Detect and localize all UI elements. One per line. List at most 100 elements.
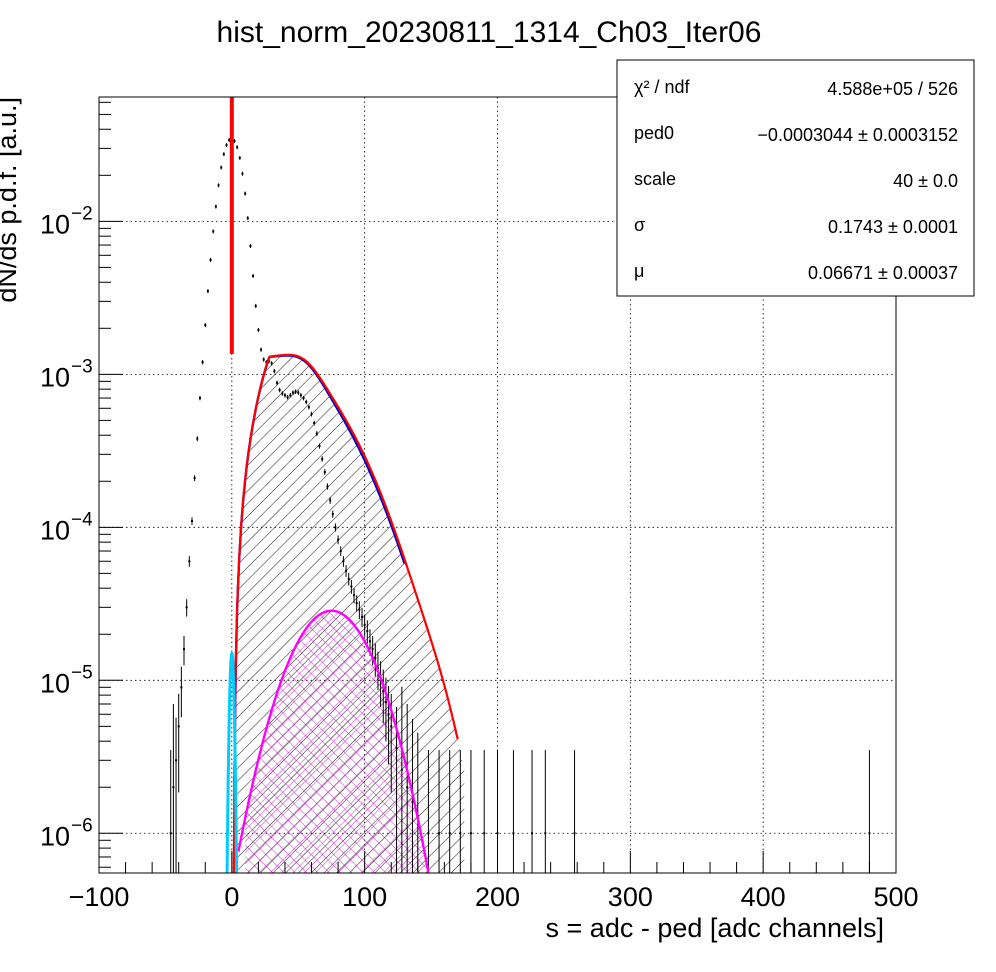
data-point [281,392,284,395]
y-tick-label: 10 −5 [40,662,93,698]
stat-value: 0.06671 ± 0.00037 [808,263,958,283]
data-point [469,832,472,835]
fit-stats-box: χ² / ndf 4.588e+05 / 526 ped0 −0.0003044 ± … [616,59,975,297]
stat-name: σ [634,215,645,235]
data-point [483,832,486,835]
data-point [353,594,356,597]
multi-pe-hatched-area [245,610,429,873]
data-point [345,569,348,572]
data-point [395,747,398,750]
stat-value: 4.588e+05 / 526 [827,79,958,99]
y-tick-label: 10 −3 [40,356,93,392]
data-point [196,437,199,440]
data-point [368,640,371,643]
data-point [262,358,265,361]
data-point [291,391,294,394]
data-point [233,140,236,143]
data-point [183,648,186,651]
stat-value: −0.0003044 ± 0.0003152 [757,125,958,145]
y-tick-label: 10 −2 [40,203,93,239]
data-point [172,786,175,789]
data-point [289,394,292,397]
data-point [305,400,308,403]
data-point [225,144,228,147]
data-point [260,348,263,351]
x-axis-label: s = adc - ped [adc channels] [546,913,884,943]
data-point [573,832,576,835]
data-point [236,146,239,149]
data-point [273,370,276,373]
data-point [275,381,278,384]
data-point [180,686,183,689]
data-point [329,499,332,502]
data-point [257,328,260,331]
data-point [384,701,387,704]
data-point [363,623,366,626]
data-point [339,550,342,553]
data-point [326,485,329,488]
data-point [361,615,364,618]
data-point [334,526,337,529]
data-point [217,184,220,187]
data-point [512,832,515,835]
data-point [294,390,297,393]
stats-box-frame [616,59,975,297]
data-point [427,832,430,835]
x-axis-ticks: −100 0 100 200 300 400 500 [69,851,919,912]
y-tick-exponent: −3 [71,356,93,377]
data-point [350,585,353,588]
y-tick-exponent: −6 [71,815,93,836]
x-tick-label: −100 [69,882,130,912]
data-point [252,274,255,277]
x-tick-label: 100 [342,882,387,912]
y-tick-base: 10 [40,821,70,851]
multi-pe-fit-curve [237,609,430,873]
data-point [307,406,310,409]
y-tick-base: 10 [40,362,70,392]
data-point [382,690,385,693]
y-tick-label: 10 −6 [40,815,93,851]
x-tick-label: 0 [224,882,239,912]
data-point [299,394,302,397]
y-axis-ticks: 10−610−510−410−310−2 [40,101,123,868]
data-point [448,832,451,835]
x-tick-label: 400 [741,882,786,912]
pedestal-fit-curve [225,651,239,873]
data-point [185,606,188,609]
data-point [313,422,316,425]
data-point [177,725,180,728]
data-point [246,217,249,220]
data-point [310,413,313,416]
x-tick-label: 200 [475,882,520,912]
data-point [374,656,377,659]
data-point [198,397,201,400]
data-point [321,457,324,460]
data-point [342,560,345,563]
data-point [278,389,281,392]
y-tick-exponent: −4 [71,509,93,530]
data-point [337,538,340,541]
data-point [366,630,369,633]
data-point [190,519,193,522]
data-point [209,258,212,261]
data-point [531,832,534,835]
data-point [220,166,223,169]
data-point [283,394,286,397]
stat-name: ped0 [634,123,674,143]
stat-name: scale [634,169,676,189]
data-point [270,362,273,365]
data-point [315,432,318,435]
data-point [302,397,305,400]
stat-name: μ [634,261,644,281]
stat-value: 40 ± 0.0 [893,171,958,191]
data-point [347,577,350,580]
data-point [201,361,204,364]
y-tick-exponent: −5 [71,662,93,683]
data-point [214,205,217,208]
data-point [323,470,326,473]
plot-area [169,97,871,873]
data-point [212,230,215,233]
data-point [228,139,231,142]
y-tick-label: 10 −4 [40,509,93,545]
data-point [459,832,462,835]
